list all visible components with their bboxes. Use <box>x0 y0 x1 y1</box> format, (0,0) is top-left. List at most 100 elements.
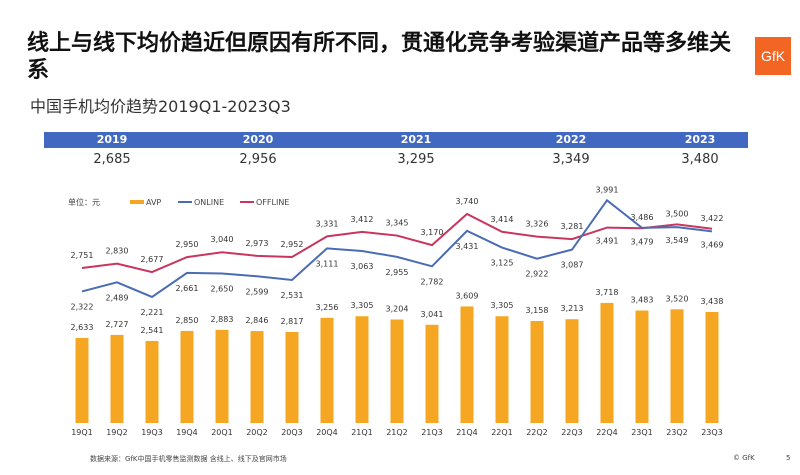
avp-bar <box>180 330 194 423</box>
offline-data-label: 3,170 <box>421 228 444 237</box>
x-tick-label: 21Q4 <box>456 428 478 437</box>
avp-data-label: 2,727 <box>106 320 129 329</box>
x-tick-label: 21Q3 <box>421 428 443 437</box>
offline-data-label: 3,491 <box>596 237 619 246</box>
avp-bar <box>635 310 649 423</box>
x-tick-label: 19Q2 <box>106 428 128 437</box>
avp-bar <box>355 316 369 423</box>
avp-bar <box>110 334 124 423</box>
offline-data-label: 3,331 <box>316 219 339 228</box>
online-data-label: 2,531 <box>281 291 304 300</box>
copyright: © GfK <box>733 454 755 462</box>
avp-data-label: 3,158 <box>526 306 549 315</box>
offline-data-label: 3,740 <box>456 197 479 206</box>
online-data-label: 3,991 <box>596 185 619 194</box>
avp-data-label: 3,520 <box>666 294 689 303</box>
x-tick-label: 20Q2 <box>246 428 268 437</box>
offline-data-label: 3,469 <box>701 240 724 249</box>
avp-data-label: 3,609 <box>456 291 479 300</box>
avp-bar <box>425 324 439 423</box>
chart-subtitle: 中国手机均价趋势2019Q1-2023Q3 <box>30 97 291 116</box>
avp-bar <box>390 319 404 423</box>
online-data-label: 2,922 <box>526 270 549 279</box>
page-title: 线上与线下均价趋近但原因有所不同，贯通化竞争考验渠道产品等多维关系 <box>27 31 732 83</box>
avp-data-label: 3,718 <box>596 288 619 297</box>
offline-data-label: 3,412 <box>351 215 374 224</box>
offline-data-label: 3,345 <box>386 219 409 228</box>
legend-label-online: ONLINE <box>194 198 224 207</box>
avp-data-label: 2,633 <box>71 323 94 332</box>
offline-data-label: 2,952 <box>281 240 304 249</box>
online-data-label: 3,063 <box>351 262 374 271</box>
online-data-label: 3,087 <box>561 261 584 270</box>
avp-bar <box>600 302 614 423</box>
offline-data-label: 3,040 <box>211 235 234 244</box>
x-tick-label: 22Q1 <box>491 428 513 437</box>
x-tick-label: 21Q2 <box>386 428 408 437</box>
online-data-label: 2,650 <box>211 285 234 294</box>
year-header-bar: 2019 2020 2021 2022 2023 <box>44 132 748 148</box>
online-data-label: 2,322 <box>71 302 94 311</box>
online-data-label: 2,782 <box>421 277 444 286</box>
avp-data-label: 3,256 <box>316 303 339 312</box>
gfk-logo: GfK <box>755 37 791 75</box>
avp-bar <box>145 340 159 423</box>
avp-data-label: 2,846 <box>246 316 269 325</box>
offline-data-label: 2,950 <box>176 240 199 249</box>
year-avp-value: 3,295 <box>397 152 435 167</box>
x-tick-label: 21Q1 <box>351 428 373 437</box>
online-data-label: 3,500 <box>666 209 689 218</box>
year-avp-value: 3,480 <box>681 152 719 167</box>
online-data-label: 3,125 <box>491 259 514 268</box>
avp-bar <box>670 309 684 423</box>
avp-bar <box>250 331 264 423</box>
avp-bar <box>495 316 509 423</box>
legend-label-avp: AVP <box>146 198 161 207</box>
year-avp-value: 2,956 <box>239 152 277 167</box>
online-data-label: 2,489 <box>106 293 129 302</box>
avp-data-label: 2,541 <box>141 326 164 335</box>
x-tick-label: 20Q1 <box>211 428 233 437</box>
x-tick-label: 19Q3 <box>141 428 163 437</box>
unit-label: 单位：元 <box>68 197 100 207</box>
offline-data-label: 3,414 <box>491 215 514 224</box>
x-tick-label: 22Q2 <box>526 428 548 437</box>
x-tick-label: 22Q3 <box>561 428 583 437</box>
avp-data-label: 3,305 <box>351 301 374 310</box>
online-data-label: 3,111 <box>316 259 339 268</box>
x-tick-label: 23Q1 <box>631 428 653 437</box>
avp-data-label: 3,204 <box>386 305 409 314</box>
year-avp-value: 3,349 <box>552 152 590 167</box>
year-avp-value: 2,685 <box>93 152 131 167</box>
avp-data-label: 2,883 <box>211 315 234 324</box>
avp-data-label: 2,850 <box>176 316 199 325</box>
x-tick-label: 19Q4 <box>176 428 198 437</box>
offline-data-label: 3,479 <box>631 237 654 246</box>
online-data-label: 2,661 <box>176 284 199 293</box>
offline-data-label: 3,326 <box>526 220 549 229</box>
year-label: 2019 <box>96 133 128 146</box>
year-label: 2020 <box>242 133 274 146</box>
avp-bar <box>75 337 89 423</box>
offline-data-label: 2,751 <box>71 251 94 260</box>
offline-data-label: 3,281 <box>561 222 584 231</box>
x-tick-label: 23Q3 <box>701 428 723 437</box>
avp-bar <box>565 319 579 423</box>
avp-bar <box>285 332 299 423</box>
avp-bar <box>530 320 544 423</box>
avp-data-label: 3,483 <box>631 295 654 304</box>
online-data-label: 3,431 <box>456 242 479 251</box>
offline-data-label: 2,973 <box>246 239 269 248</box>
offline-data-label: 2,830 <box>106 247 129 256</box>
online-data-label: 3,486 <box>631 213 654 222</box>
avp-data-label: 3,213 <box>561 304 584 313</box>
x-tick-label: 20Q3 <box>281 428 303 437</box>
year-label: 2022 <box>555 133 587 146</box>
avp-data-label: 3,438 <box>701 297 724 306</box>
offline-data-label: 3,549 <box>666 236 689 245</box>
x-tick-label: 20Q4 <box>316 428 338 437</box>
online-data-label: 2,955 <box>386 268 409 277</box>
online-data-label: 2,599 <box>246 287 269 296</box>
page-number: 5 <box>786 454 791 462</box>
